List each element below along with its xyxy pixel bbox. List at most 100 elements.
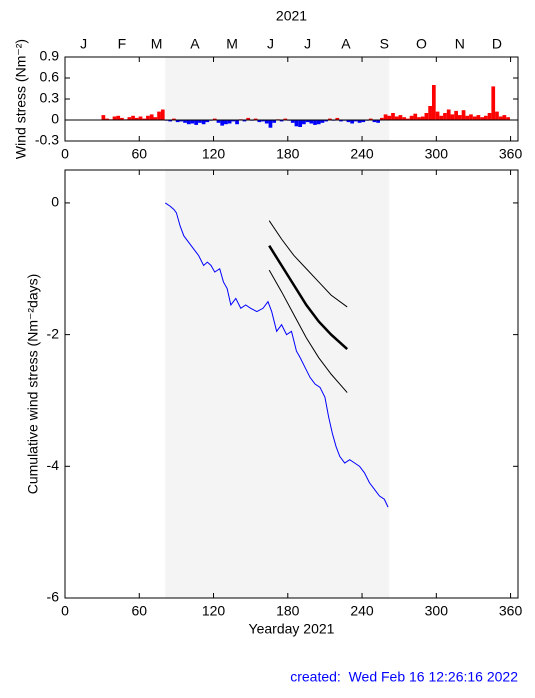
footer: created: Wed Feb 16 12:26:16 2022 — [290, 669, 518, 685]
bar — [257, 120, 262, 123]
bar — [480, 117, 484, 120]
bar — [439, 115, 444, 120]
bar — [413, 113, 418, 120]
highlight-band — [165, 57, 390, 141]
bar — [346, 120, 351, 123]
x-tick-label: 60 — [131, 603, 147, 619]
bar — [502, 115, 507, 120]
bar — [420, 116, 425, 120]
bar — [443, 113, 447, 120]
bar — [134, 117, 139, 120]
month-label: O — [416, 36, 427, 52]
month-label: J — [80, 36, 87, 52]
bar — [435, 111, 440, 120]
bar — [328, 118, 332, 120]
bar — [383, 114, 388, 120]
x-tick-label: 300 — [425, 146, 449, 162]
bar — [179, 120, 184, 122]
bar — [186, 120, 191, 125]
bar — [339, 120, 343, 122]
bar — [350, 120, 355, 124]
x-axis-label: Yearday 2021 — [249, 621, 335, 637]
bar — [290, 120, 295, 123]
y-tick-label: -4 — [47, 457, 60, 473]
bar — [227, 120, 232, 124]
x-tick-label: 0 — [61, 146, 69, 162]
y-tick-label: 0 — [51, 194, 59, 210]
month-label: J — [304, 36, 311, 52]
y-tick-label: -6 — [47, 589, 60, 605]
month-label: N — [455, 36, 465, 52]
bar — [220, 120, 225, 126]
bar — [357, 120, 362, 123]
bar — [160, 109, 165, 120]
bar — [316, 120, 321, 125]
bar — [313, 120, 317, 125]
bar — [495, 111, 499, 120]
x-tick-label: 120 — [202, 603, 226, 619]
bar — [454, 110, 458, 120]
bar — [149, 114, 154, 120]
bar — [361, 120, 366, 123]
bar — [368, 118, 373, 120]
plot-frame — [64, 169, 519, 599]
bar — [424, 113, 429, 120]
bar — [175, 120, 180, 123]
x-tick-label: 300 — [425, 603, 449, 619]
bar — [465, 115, 470, 120]
series-line — [164, 202, 389, 508]
bar — [402, 117, 406, 120]
bar — [294, 120, 299, 127]
month-label: M — [226, 36, 238, 52]
bar — [324, 120, 329, 122]
bar — [116, 115, 121, 120]
bar — [190, 120, 195, 124]
y-tick-label: 0.9 — [40, 48, 60, 64]
bar — [101, 115, 106, 120]
bar — [212, 118, 217, 120]
bar — [142, 118, 147, 120]
y-tick-label: -0.3 — [35, 132, 59, 148]
series-line — [268, 269, 348, 393]
bar — [491, 86, 496, 120]
bar — [264, 120, 269, 124]
bar — [302, 120, 306, 125]
bar — [168, 120, 173, 122]
bar — [172, 118, 176, 120]
bar — [309, 120, 314, 124]
bar — [483, 115, 488, 120]
bar — [235, 120, 239, 125]
bar — [120, 117, 124, 120]
bar — [224, 120, 228, 125]
series-line — [268, 245, 349, 351]
x-tick-label: 180 — [276, 603, 300, 619]
bar — [354, 120, 358, 122]
month-label: A — [341, 36, 351, 52]
bar — [153, 117, 158, 120]
x-tick-label: 360 — [499, 603, 523, 619]
bar — [335, 117, 340, 120]
bar — [283, 118, 288, 120]
bar — [298, 120, 303, 127]
bar — [387, 115, 392, 120]
bar — [268, 120, 273, 128]
bar — [472, 116, 477, 120]
x-tick-label: 0 — [61, 603, 69, 619]
bar — [450, 114, 455, 120]
bar — [305, 120, 310, 123]
bar — [469, 114, 473, 120]
bar — [372, 120, 377, 123]
y-tick-label: 0.3 — [40, 90, 60, 106]
bar — [320, 120, 325, 123]
bar — [506, 117, 510, 120]
bar — [105, 118, 109, 120]
y-axis-label: Wind stress (Nm⁻²) — [13, 39, 29, 159]
bar — [112, 116, 117, 120]
month-label: J — [267, 36, 274, 52]
x-tick-label: 240 — [350, 146, 374, 162]
bar — [405, 118, 410, 120]
bar — [183, 120, 187, 123]
bar — [431, 85, 436, 120]
bar — [428, 106, 432, 120]
